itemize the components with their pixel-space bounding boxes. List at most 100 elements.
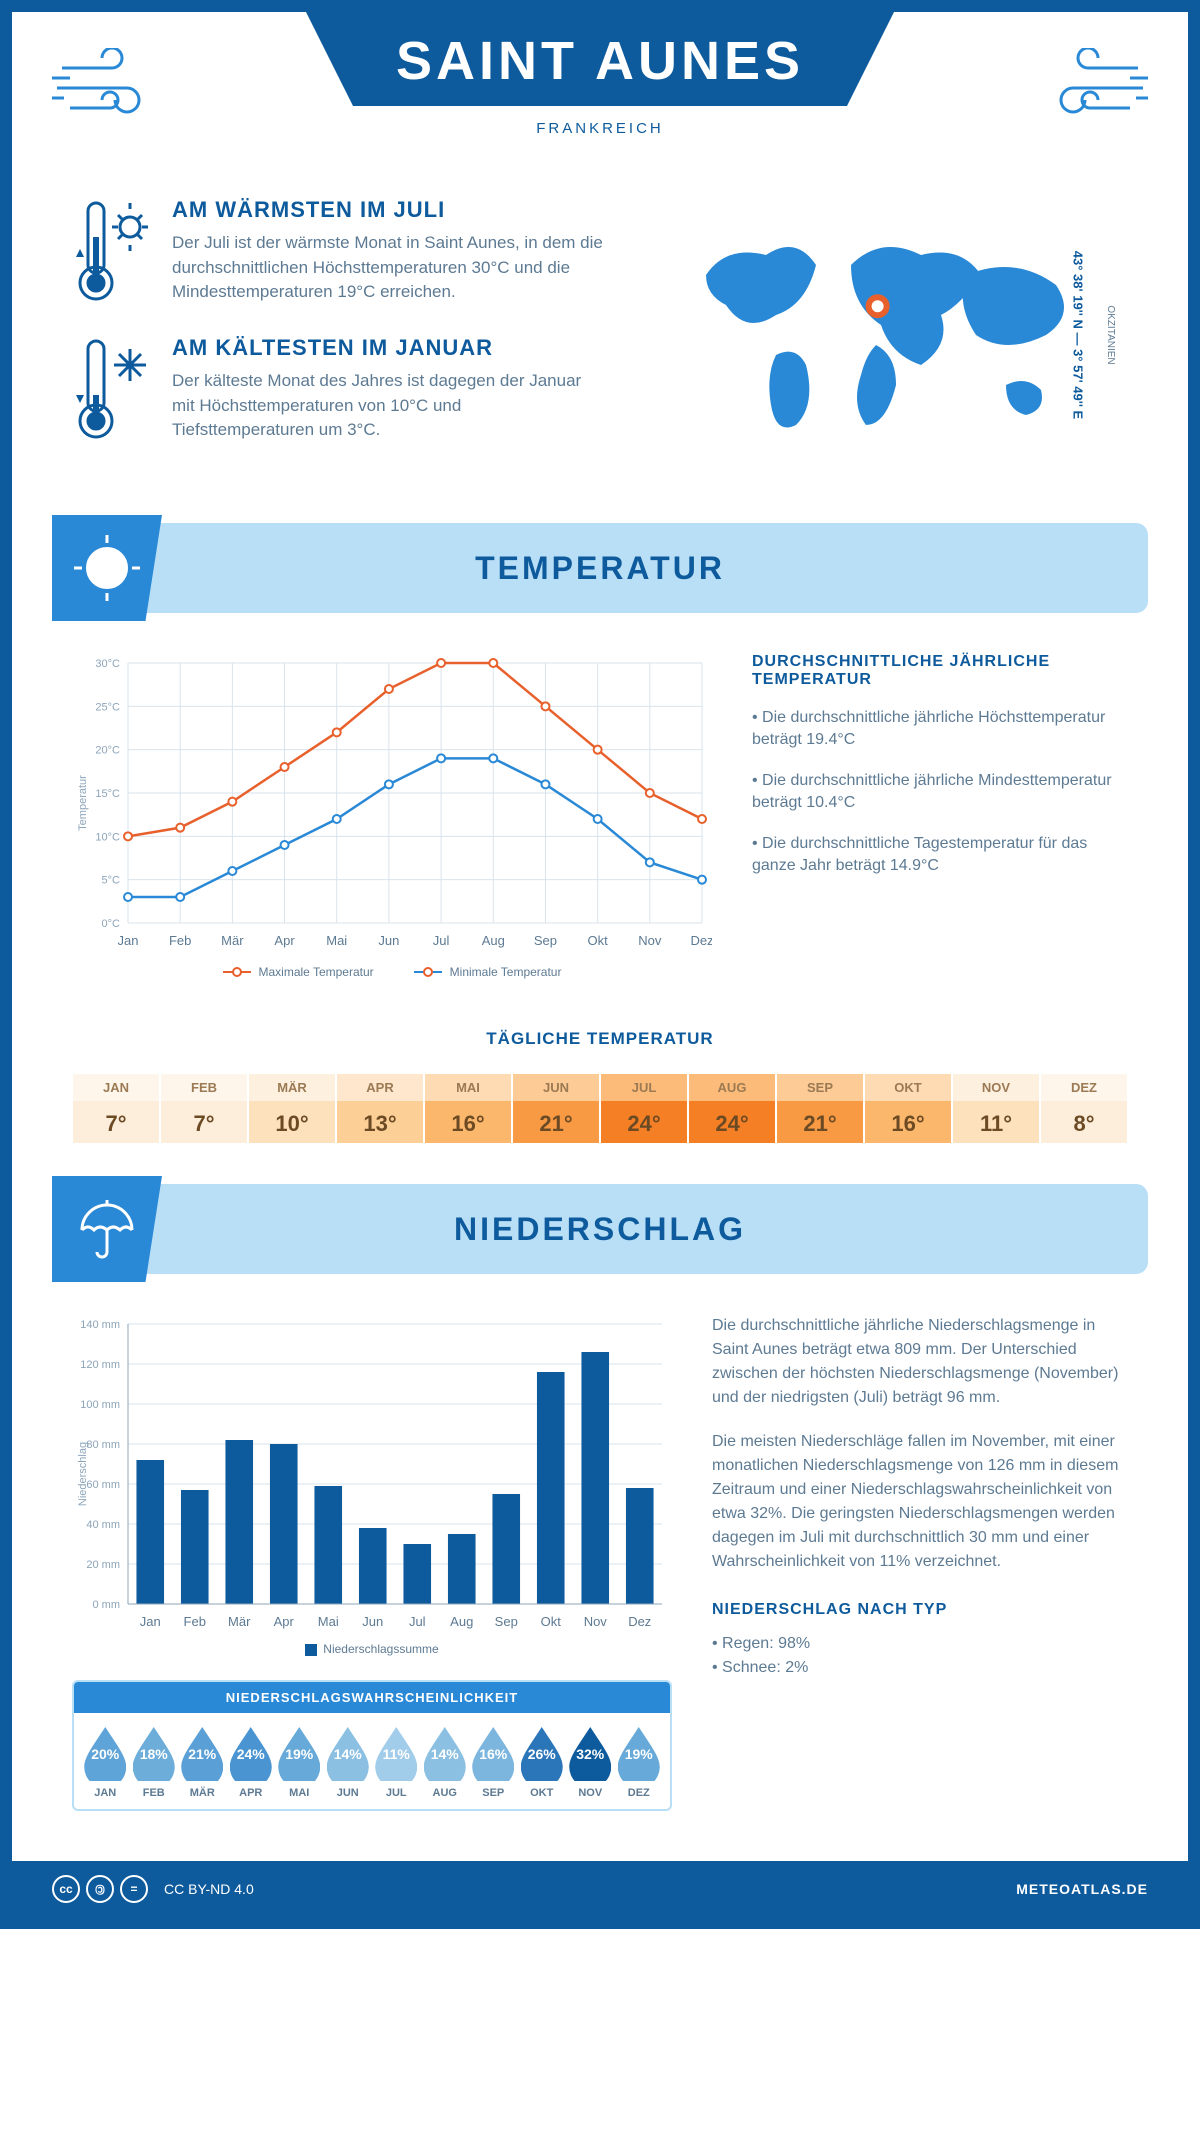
- probability-cell: 32%NOV: [567, 1727, 614, 1799]
- precip-legend: Niederschlagssumme: [72, 1642, 672, 1656]
- probability-title: NIEDERSCHLAGSWAHRSCHEINLICHKEIT: [74, 1682, 670, 1713]
- license-block: cc 🄯 = CC BY-ND 4.0: [52, 1875, 254, 1903]
- svg-text:Mai: Mai: [326, 933, 347, 948]
- svg-text:Jun: Jun: [362, 1614, 383, 1629]
- svg-text:10°C: 10°C: [95, 831, 120, 843]
- by-icon: 🄯: [86, 1875, 114, 1903]
- legend-min: Minimale Temperatur: [450, 965, 562, 979]
- precip-bar-chart: 0 mm 20 mm 40 mm 60 mm 80 mm 100 mm 120 mm 140 …: [72, 1314, 672, 1634]
- precip-para1: Die durchschnittliche jährliche Niedersc…: [712, 1314, 1128, 1410]
- svg-text:60 mm: 60 mm: [86, 1479, 120, 1491]
- svg-text:140 mm: 140 mm: [80, 1319, 120, 1331]
- wind-icon: [52, 48, 162, 128]
- wind-icon: [1038, 48, 1148, 128]
- region-label: OKZITANIEN: [1105, 305, 1116, 364]
- precip-info: Die durchschnittliche jährliche Niedersc…: [712, 1314, 1128, 1811]
- temp-info-b3: • Die durchschnittliche Tagestemperatur …: [752, 833, 1128, 878]
- coldest-title: AM KÄLTESTEN IM JANUAR: [172, 335, 604, 361]
- chart-legend: .legend-swatch:nth-child(1)::after{borde…: [72, 965, 712, 979]
- site-name: METEOATLAS.DE: [1016, 1881, 1148, 1897]
- svg-text:80 mm: 80 mm: [86, 1439, 120, 1451]
- sun-icon: [52, 515, 162, 621]
- coldest-block: AM KÄLTESTEN IM JANUAR Der kälteste Mona…: [72, 335, 604, 445]
- precip-section-bar: NIEDERSCHLAG: [52, 1184, 1148, 1274]
- probability-cell: 19%MAI: [276, 1727, 323, 1799]
- probability-box: NIEDERSCHLAGSWAHRSCHEINLICHKEIT 20%JAN18…: [72, 1680, 672, 1811]
- probability-cell: 14%AUG: [422, 1727, 469, 1799]
- precip-snow: Schnee: 2%: [712, 1656, 1128, 1680]
- temperature-section-bar: TEMPERATUR: [52, 523, 1148, 613]
- nd-icon: =: [120, 1875, 148, 1903]
- svg-text:120 mm: 120 mm: [80, 1359, 120, 1371]
- temp-info-b2: • Die durchschnittliche jährliche Mindes…: [752, 770, 1128, 815]
- page-title: SAINT AUNES: [396, 30, 804, 92]
- probability-cell: 18%FEB: [131, 1727, 178, 1799]
- probability-cell: 14%JUN: [325, 1727, 372, 1799]
- page-subtitle: FRANKREICH: [52, 120, 1148, 137]
- svg-text:Jul: Jul: [433, 933, 450, 948]
- daily-temp-title: TÄGLICHE TEMPERATUR: [12, 1029, 1188, 1049]
- precip-title: NIEDERSCHLAG: [454, 1211, 746, 1248]
- svg-text:Mär: Mär: [228, 1614, 251, 1629]
- precip-section: 0 mm 20 mm 40 mm 60 mm 80 mm 100 mm 120 mm 140 …: [12, 1294, 1188, 1831]
- temperature-info: DURCHSCHNITTLICHE JÄHRLICHE TEMPERATUR •…: [752, 653, 1128, 979]
- daily-cell: DEZ8°: [1040, 1063, 1128, 1154]
- legend-max: Maximale Temperatur: [259, 965, 374, 979]
- license-text: CC BY-ND 4.0: [164, 1881, 254, 1897]
- daily-cell: MÄR10°: [248, 1063, 336, 1154]
- temp-info-title: DURCHSCHNITTLICHE JÄHRLICHE TEMPERATUR: [752, 653, 1128, 689]
- svg-text:Dez: Dez: [690, 933, 712, 948]
- precip-para2: Die meisten Niederschläge fallen im Nove…: [712, 1430, 1128, 1574]
- svg-text:Mär: Mär: [221, 933, 244, 948]
- daily-cell: OKT16°: [864, 1063, 952, 1154]
- thermometer-cold-icon: [72, 335, 154, 445]
- daily-temperature-table: JAN7°FEB7°MÄR10°APR13°MAI16°JUN21°JUL24°…: [72, 1063, 1128, 1154]
- probability-cell: 20%JAN: [82, 1727, 129, 1799]
- daily-cell: JUN21°: [512, 1063, 600, 1154]
- daily-cell: MAI16°: [424, 1063, 512, 1154]
- coldest-text: Der kälteste Monat des Jahres ist dagege…: [172, 369, 604, 443]
- svg-text:Apr: Apr: [274, 933, 295, 948]
- svg-text:100 mm: 100 mm: [80, 1399, 120, 1411]
- warmest-block: AM WÄRMSTEN IM JULI Der Juli ist der wär…: [72, 197, 604, 307]
- temperature-title: TEMPERATUR: [475, 550, 725, 587]
- daily-cell: JAN7°: [72, 1063, 160, 1154]
- svg-text:Feb: Feb: [169, 933, 191, 948]
- probability-cell: 21%MÄR: [179, 1727, 226, 1799]
- svg-text:Niederschlag: Niederschlag: [77, 1442, 89, 1506]
- temperature-line-chart: 0°C5°C10°C15°C20°C25°C30°CJanFebMärAprMa…: [72, 653, 712, 979]
- svg-text:Sep: Sep: [495, 1614, 518, 1629]
- svg-text:15°C: 15°C: [95, 788, 120, 800]
- daily-cell: SEP21°: [776, 1063, 864, 1154]
- svg-text:0 mm: 0 mm: [93, 1599, 121, 1611]
- svg-text:5°C: 5°C: [102, 875, 121, 887]
- svg-text:30°C: 30°C: [95, 658, 120, 670]
- warmest-title: AM WÄRMSTEN IM JULI: [172, 197, 604, 223]
- svg-text:Jan: Jan: [140, 1614, 161, 1629]
- svg-text:Sep: Sep: [534, 933, 557, 948]
- daily-cell: NOV11°: [952, 1063, 1040, 1154]
- svg-text:Nov: Nov: [584, 1614, 608, 1629]
- svg-text:Okt: Okt: [541, 1614, 562, 1629]
- probability-cell: 16%SEP: [470, 1727, 517, 1799]
- daily-cell: APR13°: [336, 1063, 424, 1154]
- umbrella-icon: [52, 1176, 162, 1282]
- probability-cell: 19%DEZ: [616, 1727, 663, 1799]
- svg-text:Okt: Okt: [588, 933, 609, 948]
- svg-text:20 mm: 20 mm: [86, 1559, 120, 1571]
- svg-text:Temperatur: Temperatur: [77, 775, 89, 831]
- probability-cell: 11%JUL: [373, 1727, 420, 1799]
- temp-info-b1: • Die durchschnittliche jährliche Höchst…: [752, 707, 1128, 752]
- coordinates-label: 43° 38' 19'' N — 3° 57' 49'' E: [1070, 251, 1085, 419]
- summary-row: AM WÄRMSTEN IM JULI Der Juli ist der wär…: [12, 187, 1188, 503]
- location-marker-icon: [869, 297, 887, 315]
- header: SAINT AUNES FRANKREICH: [12, 12, 1188, 187]
- footer: cc 🄯 = CC BY-ND 4.0 METEOATLAS.DE: [12, 1861, 1188, 1917]
- daily-cell: JUL24°: [600, 1063, 688, 1154]
- svg-text:40 mm: 40 mm: [86, 1519, 120, 1531]
- svg-text:Jan: Jan: [118, 933, 139, 948]
- warmest-text: Der Juli ist der wärmste Monat in Saint …: [172, 231, 604, 305]
- svg-text:20°C: 20°C: [95, 745, 120, 757]
- svg-text:Aug: Aug: [482, 933, 505, 948]
- precip-type-title: NIEDERSCHLAG NACH TYP: [712, 1598, 1128, 1622]
